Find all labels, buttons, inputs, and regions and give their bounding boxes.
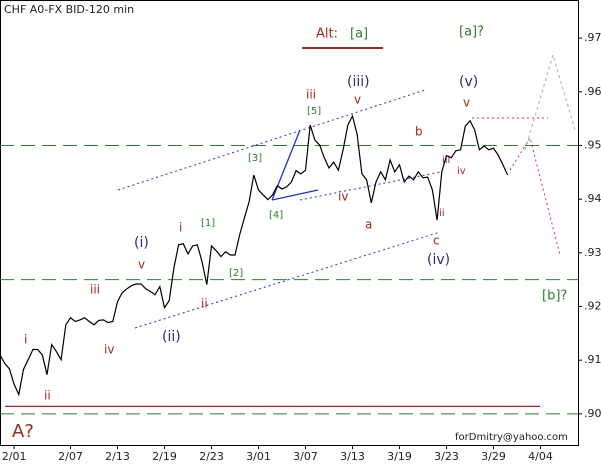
y-tick-label: .94	[584, 192, 601, 205]
channel-line	[134, 231, 441, 329]
annotations: A? i ii iii iv v (i) (ii) i ii [1] [2] […	[12, 25, 567, 443]
wedge-line	[271, 129, 301, 201]
annotation: iv	[104, 343, 114, 357]
y-tick-label: .91	[584, 353, 601, 366]
y-tick-label: .93	[584, 246, 601, 259]
wedge-line	[271, 189, 319, 201]
y-tick-label: .95	[584, 138, 601, 151]
annotation: [4]	[269, 210, 283, 221]
annotation: i	[179, 221, 182, 235]
annotation: v	[138, 258, 145, 272]
annotation: (v)	[459, 74, 478, 90]
annotation: [2]	[229, 268, 243, 279]
watermark: forDmitry@yahoo.com	[455, 432, 568, 443]
annotation: Alt:	[316, 27, 338, 42]
x-tick-label: 2/13	[105, 450, 130, 463]
y-tick-label: .90	[584, 407, 601, 420]
chart-title: CHF A0-FX BID-120 min	[4, 3, 134, 16]
annotation: (i)	[134, 235, 149, 251]
annotation: A?	[12, 421, 34, 442]
annotation: b	[415, 125, 423, 139]
channel-line	[299, 171, 441, 201]
y-tick-label: .92	[584, 300, 601, 313]
annotation: a	[365, 218, 372, 232]
x-tick-label: 2/23	[199, 450, 224, 463]
annotation: [b]?	[542, 289, 567, 304]
wave-lines	[117, 47, 576, 329]
x-tick-label: 3/13	[340, 450, 365, 463]
annotation: iv	[457, 166, 466, 177]
plot-frame	[0, 0, 579, 446]
x-tick-label: 3/01	[246, 450, 271, 463]
x-tick-label: 4/04	[528, 450, 553, 463]
annotation: [a]?	[459, 25, 484, 40]
annotation: i	[24, 333, 27, 347]
annotation: iii	[442, 155, 450, 166]
x-tick-label: 2/19	[152, 450, 177, 463]
annotation: (iii)	[347, 74, 370, 90]
annotation: v	[463, 96, 470, 110]
x-tick-label: 3/29	[481, 450, 506, 463]
annotation: [5]	[307, 106, 321, 117]
annotation: v	[354, 93, 361, 107]
x-tick-label: 2/07	[58, 450, 83, 463]
annotation: [3]	[248, 153, 262, 164]
y-tick-label: .96	[584, 85, 601, 98]
x-tick-label: 3/19	[387, 450, 412, 463]
annotation: ii	[44, 389, 51, 403]
annotation: [a]	[350, 27, 368, 42]
x-tick-label: 3/23	[434, 450, 459, 463]
annotation: iii	[306, 88, 316, 102]
annotation: iv	[338, 190, 348, 204]
x-tick-label: 3/07	[293, 450, 318, 463]
annotation: ii	[201, 297, 208, 311]
channel-line	[117, 89, 426, 191]
alt-projection-path	[524, 53, 576, 151]
annotation: c	[433, 234, 440, 248]
x-tick-label: 2/01	[2, 450, 27, 463]
annotation: [1]	[201, 218, 215, 229]
reference-lines	[0, 144, 578, 415]
annotation: (iv)	[427, 252, 450, 268]
annotation: ii	[439, 208, 445, 219]
annotation: iii	[90, 283, 100, 297]
annotation: (ii)	[162, 329, 181, 345]
price-line	[0, 114, 509, 397]
y-tick-label: .97	[584, 31, 601, 44]
